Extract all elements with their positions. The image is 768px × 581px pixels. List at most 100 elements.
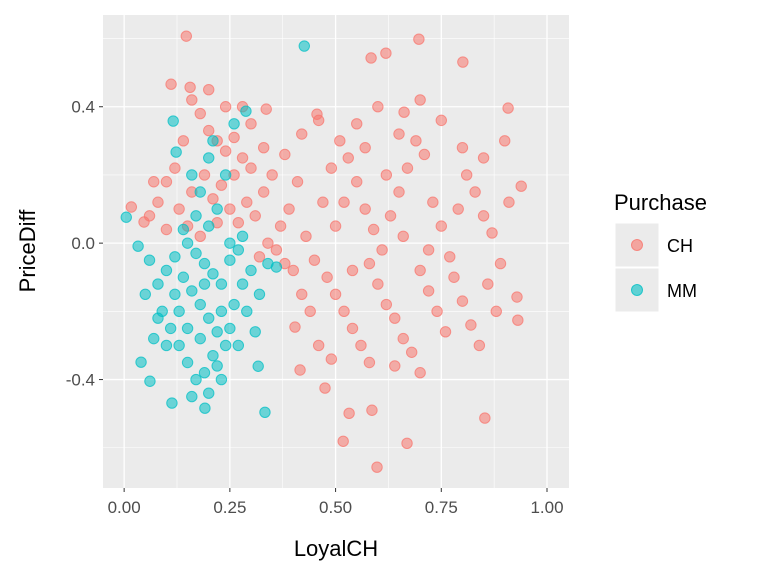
point-mm (177, 223, 190, 236)
point-ch (342, 152, 354, 164)
point-ch (397, 230, 409, 243)
point-ch (494, 257, 507, 270)
axis-ticks: 0.00 0.25 0.50 0.75 1.00 -0.4 0.0 0.4 (66, 98, 564, 517)
point-ch (448, 271, 460, 283)
point-mm (160, 339, 173, 352)
point-ch (422, 285, 435, 297)
point-ch (219, 145, 232, 157)
point-ch (380, 169, 393, 181)
point-mm (270, 261, 283, 273)
point-mm (173, 339, 185, 352)
point-mm (219, 339, 232, 352)
point-ch (194, 230, 206, 243)
major-gridlines (103, 15, 569, 488)
point-ch (186, 94, 198, 106)
point-ch (184, 81, 196, 93)
point-ch (482, 278, 494, 290)
point-ch (198, 169, 211, 181)
point-ch (479, 412, 491, 424)
point-mm (190, 247, 202, 260)
point-mm (228, 118, 240, 130)
point-ch (312, 339, 325, 352)
point-mm (232, 244, 245, 256)
point-mm (166, 397, 178, 409)
point-ch (329, 220, 342, 232)
point-mm (249, 326, 261, 338)
point-mm (224, 237, 236, 249)
point-ch (224, 203, 236, 215)
point-ch (283, 203, 295, 215)
point-ch (363, 356, 376, 369)
point-ch (365, 52, 377, 64)
point-mm (160, 264, 173, 277)
point-ch (414, 367, 426, 379)
point-mm (215, 305, 228, 318)
point-ch (279, 148, 291, 161)
point-mm (194, 298, 206, 311)
point-ch (270, 244, 283, 256)
point-ch (207, 193, 219, 205)
point-ch (351, 118, 363, 130)
point-mm (232, 339, 245, 352)
point-ch (490, 305, 502, 318)
data-points (120, 30, 527, 473)
point-mm (236, 230, 249, 243)
point-mm (215, 373, 228, 386)
point-mm (167, 115, 179, 127)
point-mm (170, 146, 182, 158)
point-ch (245, 118, 257, 130)
point-ch (359, 203, 371, 215)
point-ch (296, 128, 308, 140)
point-mm (186, 169, 198, 181)
point-ch (260, 103, 272, 115)
point-mm (211, 203, 223, 215)
point-ch (456, 295, 469, 307)
point-mm (211, 360, 223, 372)
point-mm (207, 268, 219, 280)
point-mm (148, 332, 160, 345)
point-mm (211, 326, 223, 338)
point-ch (351, 176, 363, 188)
point-ch (380, 47, 392, 59)
point-ch (477, 152, 490, 164)
point-mm (198, 367, 211, 379)
point-ch (228, 131, 240, 144)
point-ch (143, 210, 156, 222)
point-mm (203, 152, 215, 164)
point-mm (190, 210, 202, 222)
point-ch (177, 135, 190, 147)
point-mm (203, 387, 215, 399)
point-mm (186, 390, 198, 403)
point-mm (139, 288, 151, 300)
point-ch (452, 203, 464, 215)
y-tick-label: 0.0 (71, 234, 95, 253)
point-ch (401, 437, 413, 450)
point-ch (319, 382, 331, 394)
point-ch (236, 152, 249, 164)
point-mm (152, 278, 164, 290)
point-ch (413, 33, 425, 45)
point-ch (160, 176, 173, 188)
point-mm (259, 406, 271, 418)
point-ch (338, 196, 350, 208)
point-ch (343, 407, 355, 420)
point-ch (160, 223, 173, 236)
point-mm (298, 40, 310, 52)
point-mm (236, 278, 249, 290)
point-mm (152, 312, 164, 324)
y-tick-label: 0.4 (71, 98, 95, 117)
point-ch (366, 404, 378, 416)
point-mm (143, 254, 156, 266)
point-ch (418, 148, 431, 161)
point-ch (173, 203, 185, 215)
point-mm (194, 332, 206, 345)
point-ch (376, 244, 388, 256)
point-ch (380, 298, 393, 311)
point-mm (228, 298, 240, 311)
point-ch (456, 141, 469, 154)
point-mm (252, 360, 264, 372)
point-ch (325, 162, 338, 174)
point-ch (329, 288, 342, 300)
point-ch (355, 339, 367, 352)
